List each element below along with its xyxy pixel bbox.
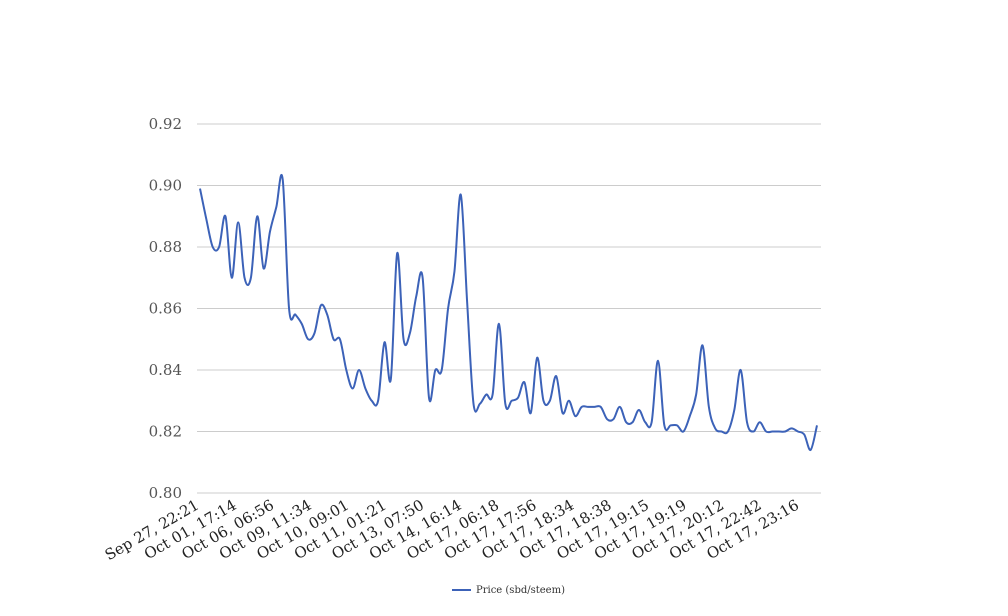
gridlines — [197, 123, 821, 494]
y-axis-tick-labels: 0.80 0.82 0.84 0.86 0.88 0.90 0.92 — [149, 115, 182, 502]
y-tick-label: 0.80 — [149, 484, 182, 502]
y-tick-label: 0.86 — [149, 300, 182, 318]
y-tick-label: 0.92 — [149, 115, 182, 133]
y-tick-label: 0.90 — [149, 177, 182, 195]
y-tick-label: 0.84 — [149, 361, 182, 379]
y-tick-label: 0.88 — [149, 238, 182, 256]
legend: Price (sbd/steem) — [452, 585, 565, 596]
y-tick-label: 0.82 — [149, 423, 182, 441]
legend-label: Price (sbd/steem) — [476, 585, 565, 596]
series-layer — [199, 174, 818, 451]
series-line-price — [199, 174, 818, 451]
